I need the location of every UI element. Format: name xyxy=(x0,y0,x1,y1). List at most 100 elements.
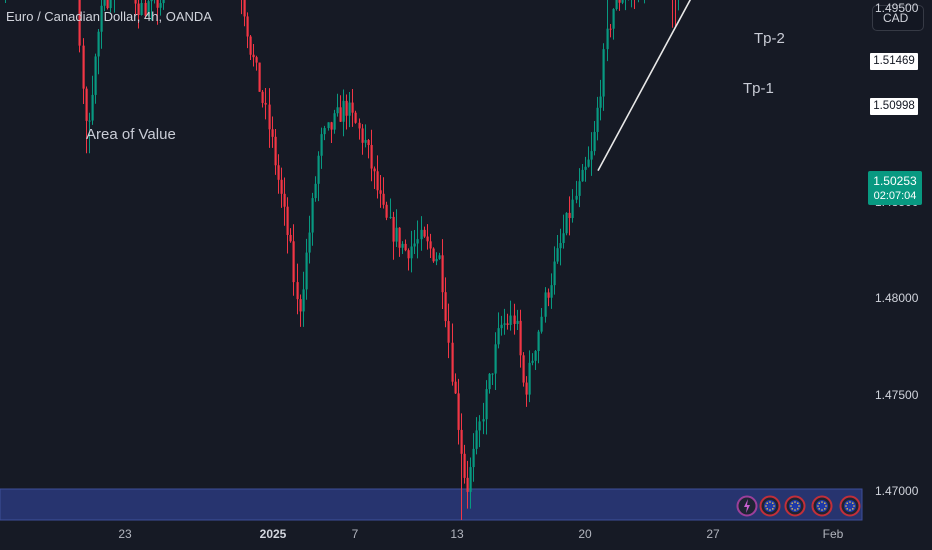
candle-body xyxy=(454,381,457,394)
candle-body xyxy=(249,36,252,55)
eu-star xyxy=(824,508,826,510)
candle-body xyxy=(491,373,494,375)
candle-body xyxy=(358,122,361,129)
candle-body xyxy=(97,31,100,57)
price-tick-label: 1.47000 xyxy=(875,484,919,498)
candle-body xyxy=(333,113,336,130)
candle-body xyxy=(401,243,404,248)
candle-body xyxy=(423,229,426,237)
candle-body xyxy=(277,165,280,180)
candle-body xyxy=(587,159,590,167)
candle-body xyxy=(395,227,398,242)
candle-body xyxy=(416,239,419,244)
candle-body xyxy=(296,282,299,300)
candle-body xyxy=(612,9,615,29)
eu-star xyxy=(765,505,767,507)
tp2-label: Tp-2 xyxy=(754,30,785,47)
candle-body xyxy=(596,107,599,132)
eu-star xyxy=(769,501,771,503)
candle-body xyxy=(109,0,112,9)
eu-star xyxy=(766,502,768,504)
candle-body xyxy=(590,151,593,160)
candle-body xyxy=(615,0,618,10)
candle-body xyxy=(255,57,258,63)
candle-body xyxy=(385,204,388,218)
candle-body xyxy=(488,373,491,390)
candles-layer xyxy=(5,0,679,520)
candle-body xyxy=(540,316,543,332)
time-tick-label: 13 xyxy=(450,527,464,541)
candle-body xyxy=(292,241,295,283)
candle-body xyxy=(429,241,432,249)
eu-star xyxy=(772,502,774,504)
candle-body xyxy=(327,122,330,129)
candle-body xyxy=(584,166,587,170)
eu-star xyxy=(846,508,848,510)
candle-body xyxy=(134,0,137,4)
candle-body xyxy=(283,193,286,207)
candle-body xyxy=(525,382,528,395)
candle-body xyxy=(274,136,277,166)
candle-body xyxy=(435,258,438,262)
candle-body xyxy=(500,324,503,329)
tp1-price-label: 1.50998 xyxy=(870,98,918,115)
candle-body xyxy=(503,323,506,325)
candle-body xyxy=(361,128,364,143)
lower-zone xyxy=(0,488,863,521)
candle-body xyxy=(286,206,289,235)
candle-body xyxy=(85,88,88,121)
candle-body xyxy=(609,28,612,30)
candle-body xyxy=(147,1,150,16)
candle-body xyxy=(311,198,314,233)
candle-body xyxy=(162,0,165,4)
eu-star xyxy=(852,508,854,510)
candle-body xyxy=(392,216,395,242)
candle-body xyxy=(289,234,292,242)
candle-body xyxy=(544,292,547,317)
candle-body xyxy=(376,171,379,191)
candle-body xyxy=(606,28,609,50)
currency-button[interactable]: CAD xyxy=(872,5,924,31)
candle-body xyxy=(581,169,584,182)
candle-body xyxy=(373,168,376,172)
candle-body xyxy=(485,389,488,420)
candle-body xyxy=(252,54,255,58)
candle-body xyxy=(482,419,485,422)
candle-body xyxy=(550,285,553,298)
eu-star xyxy=(821,509,823,511)
candle-body xyxy=(351,102,354,113)
candle-body xyxy=(475,430,478,449)
candle-body xyxy=(519,320,522,356)
candle-body xyxy=(494,344,497,374)
eu-star xyxy=(769,509,771,511)
eu-star xyxy=(790,505,792,507)
candle-body xyxy=(339,107,342,122)
candle-body xyxy=(426,236,429,242)
candle-body xyxy=(553,261,556,286)
candle-body xyxy=(370,145,373,169)
candle-body xyxy=(559,243,562,249)
candle-body xyxy=(302,289,305,312)
candle-body xyxy=(91,94,94,121)
candle-body xyxy=(547,292,550,298)
candle-body xyxy=(602,49,605,97)
candle-body xyxy=(320,134,323,156)
candle-body xyxy=(308,232,311,253)
candle-body xyxy=(516,320,519,324)
candle-body xyxy=(441,255,444,293)
candle-body xyxy=(243,0,246,17)
candle-body xyxy=(94,56,97,95)
candle-body xyxy=(537,331,540,352)
candle-body xyxy=(618,0,621,3)
candle-body xyxy=(140,2,143,16)
candle-body xyxy=(78,0,81,46)
candle-body xyxy=(246,16,249,37)
candle-body xyxy=(531,360,534,363)
candle-body xyxy=(82,45,85,89)
candle-body xyxy=(534,351,537,361)
candle-body xyxy=(137,3,140,16)
candle-body xyxy=(568,212,571,219)
candle-body xyxy=(364,140,367,143)
candle-body xyxy=(268,104,271,130)
